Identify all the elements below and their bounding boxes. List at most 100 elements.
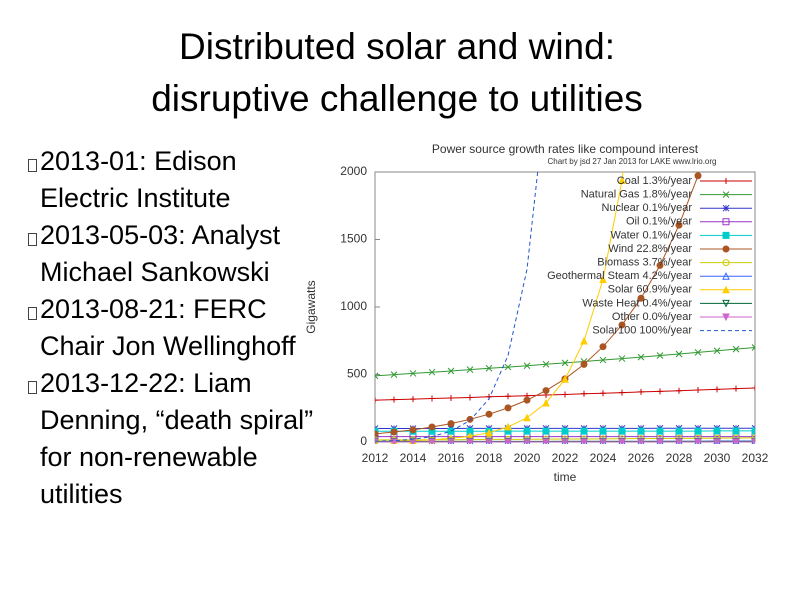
marker	[695, 387, 701, 394]
marker	[561, 427, 569, 435]
marker	[523, 413, 531, 422]
bullet: 2013-05-03: Analyst Michael Sankowski	[28, 217, 322, 291]
marker	[694, 427, 702, 435]
marker	[751, 434, 755, 442]
bullet-marker	[28, 307, 37, 320]
marker	[466, 427, 474, 435]
marker	[618, 355, 626, 362]
y-tick-label: 1000	[340, 299, 367, 313]
legend-label: Coal 1.3%/year	[617, 175, 693, 187]
marker	[752, 385, 755, 391]
marker	[722, 313, 730, 322]
marker	[542, 427, 550, 435]
marker	[580, 438, 588, 444]
marker	[722, 285, 730, 294]
marker	[637, 353, 645, 361]
x-tick-label: 2014	[400, 451, 427, 465]
legend-label: Nuclear 0.1%/year	[602, 202, 693, 214]
chart-subtitle: Chart by jsd 27 Jan 2013 for LAKE www.lr…	[548, 157, 717, 166]
marker	[390, 428, 398, 436]
marker	[466, 438, 474, 444]
bullet-list: 2013-01: Edison Electric Institute 2013-0…	[28, 143, 322, 513]
marker	[523, 427, 531, 435]
marker	[732, 438, 740, 444]
y-tick-label: 1500	[340, 232, 367, 246]
marker	[723, 178, 729, 184]
bullet-marker	[28, 381, 37, 394]
marker	[485, 364, 493, 372]
x-tick-label: 2030	[704, 451, 731, 465]
legend-label: Geothermal Steam 4.2%/year	[547, 270, 692, 282]
bullet-marker	[28, 233, 37, 246]
marker	[428, 438, 436, 444]
marker	[504, 422, 512, 431]
x-tick-label: 2020	[514, 451, 541, 465]
y-tick-label: 500	[347, 367, 367, 381]
series-line	[375, 172, 624, 442]
x-tick-label: 2028	[666, 451, 693, 465]
marker	[410, 396, 416, 403]
y-tick-label: 2000	[340, 164, 367, 178]
marker	[638, 18, 644, 24]
marker	[580, 336, 588, 345]
marker	[409, 426, 417, 434]
marker	[467, 394, 473, 401]
marker	[390, 371, 398, 378]
y-tick-label: 0	[360, 434, 367, 448]
marker	[428, 423, 436, 431]
marker	[466, 415, 474, 423]
marker	[581, 390, 587, 397]
marker	[375, 397, 378, 404]
marker	[713, 427, 721, 435]
marker	[618, 427, 626, 435]
marker	[561, 375, 569, 383]
slide-title: disruptive challenge to utilities	[151, 78, 643, 119]
legend-label: Biomass 3.7%/year	[597, 257, 692, 269]
bullet: 2013-08-21: FERC Chair Jon Wellinghoff	[28, 291, 322, 365]
x-tick-label: 2018	[476, 451, 503, 465]
marker	[733, 385, 739, 392]
marker	[722, 191, 730, 198]
marker	[466, 366, 474, 373]
marker	[638, 388, 644, 395]
y-axis-label: Gigawatts	[304, 280, 318, 333]
marker	[656, 352, 664, 359]
marker	[580, 427, 588, 435]
marker	[722, 245, 730, 253]
marker	[675, 221, 683, 229]
x-tick-label: 2012	[362, 451, 389, 465]
marker	[751, 344, 755, 351]
marker	[713, 347, 721, 355]
marker	[542, 438, 550, 444]
marker	[391, 396, 397, 403]
bullet-text: 2013-01: Edison Electric Institute	[40, 146, 237, 213]
marker	[732, 345, 740, 353]
marker	[428, 368, 436, 376]
bullet-text: 2013-12-22: Liam Denning, “death spiral”…	[40, 368, 314, 509]
marker	[656, 427, 664, 435]
chart-title: Power source growth rates like compound …	[432, 142, 699, 156]
marker	[523, 362, 531, 370]
marker	[447, 420, 455, 428]
marker	[722, 204, 730, 212]
marker	[390, 438, 398, 444]
legend-label: Waste Heat 0.4%/year	[582, 297, 692, 309]
marker	[637, 427, 645, 435]
plot-area	[375, 18, 755, 444]
marker	[722, 259, 730, 267]
marker	[600, 390, 606, 397]
marker	[447, 367, 455, 375]
marker	[375, 430, 379, 438]
marker	[504, 363, 512, 371]
marker	[561, 359, 569, 367]
bullet: 2013-12-22: Liam Denning, “death spiral”…	[28, 365, 322, 513]
marker	[722, 231, 730, 239]
slide-title: Distributed solar and wind:	[179, 26, 615, 67]
legend-label: Water 0.1%/year	[610, 229, 692, 241]
marker	[505, 393, 511, 400]
x-tick-label: 2026	[628, 451, 655, 465]
legend-label: Wind 22.8%/year	[608, 243, 692, 255]
marker	[656, 261, 664, 269]
bullet-marker	[28, 159, 37, 172]
marker	[523, 396, 531, 404]
